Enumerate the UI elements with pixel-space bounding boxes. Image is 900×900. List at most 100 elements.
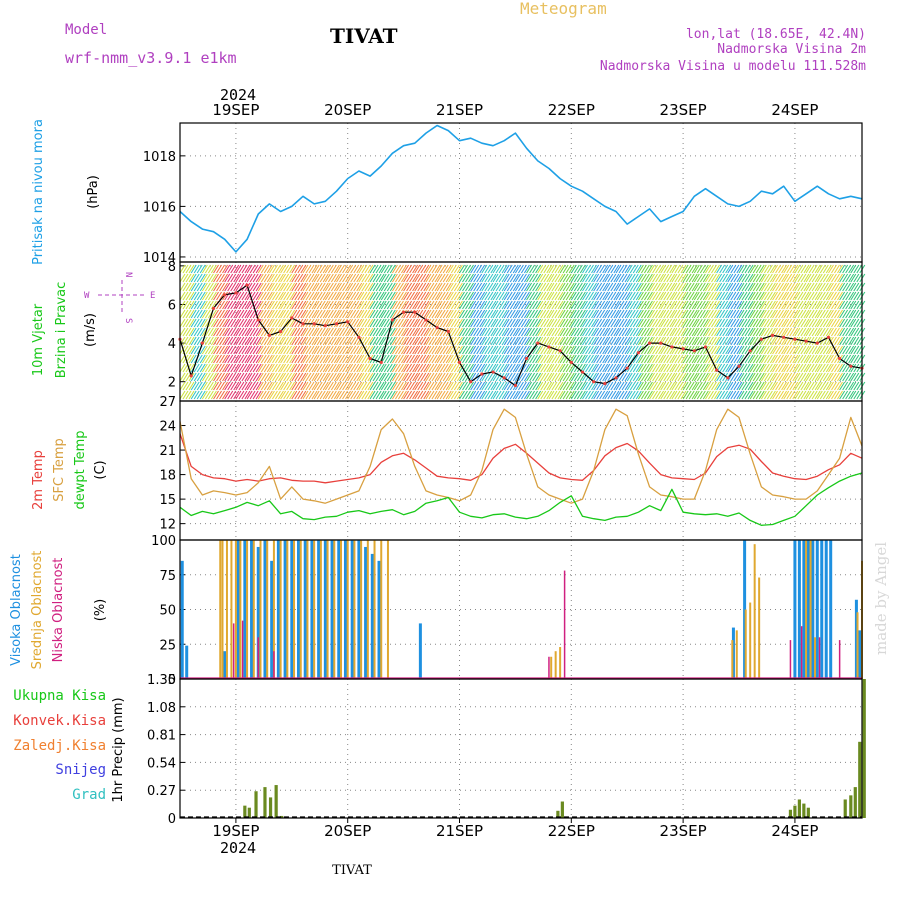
wind-barb — [199, 300, 206, 310]
wind-barb — [693, 264, 700, 274]
wind-barb — [646, 273, 653, 283]
wind-barb — [719, 309, 726, 319]
wind-barb — [509, 381, 516, 391]
wind-barb — [391, 327, 398, 337]
wind-barb — [830, 264, 837, 274]
wind-barb — [308, 336, 315, 346]
wind-barb — [755, 354, 762, 364]
wind-barb — [450, 381, 457, 391]
wind-barb — [649, 390, 656, 400]
wind-barb — [643, 390, 650, 400]
wind-barb — [204, 291, 211, 301]
wind-barb — [775, 300, 782, 310]
wind-barb — [286, 291, 293, 301]
wind-barb — [238, 300, 245, 310]
wind-barb — [655, 381, 662, 391]
wind-barb — [760, 318, 767, 328]
wind-barb — [658, 354, 665, 364]
wind-barb — [233, 336, 240, 346]
wind-barb — [364, 282, 371, 292]
wind-barb — [680, 282, 687, 292]
wind-barb — [219, 354, 226, 364]
wind-barb — [333, 390, 340, 400]
wind-barb — [238, 273, 245, 283]
wind-barb — [246, 381, 253, 391]
wind-barb — [604, 291, 611, 301]
x-tick-label-top: 22SEP — [548, 101, 595, 119]
wind-barb — [342, 273, 348, 283]
high-cloud-bar — [310, 540, 314, 679]
wind-barb — [629, 372, 636, 382]
wind-barb — [512, 309, 519, 319]
wind-barb — [850, 390, 857, 400]
wind-barb — [699, 282, 706, 292]
high-cloud-bar — [370, 553, 374, 679]
wind-barb — [540, 327, 547, 337]
wind-barb — [685, 363, 692, 373]
wind-barb — [711, 300, 717, 310]
wind-barb — [428, 282, 435, 292]
wind-barb — [727, 381, 734, 391]
wind-barb — [792, 291, 799, 301]
wind-barb — [512, 372, 519, 382]
wind-barb — [300, 291, 307, 301]
wind-barb — [763, 345, 770, 355]
wind-barb — [535, 354, 542, 364]
wind-barb — [725, 354, 732, 364]
wind-barb — [324, 372, 331, 382]
wind-speed-point — [715, 368, 719, 372]
precip-legend: Ukupna Kisa Konvek.Kisa Zaledj.Kisa Snij… — [13, 688, 126, 803]
wind-barb — [725, 363, 732, 373]
wind-barb — [669, 336, 676, 346]
wind-barb — [345, 291, 351, 301]
wind-barb — [367, 327, 374, 337]
wind-barb — [652, 390, 659, 400]
wind-barb — [487, 264, 494, 274]
wind-barb — [693, 318, 700, 328]
wind-barb — [551, 282, 558, 292]
wind-barb — [688, 372, 695, 382]
wind-barb — [719, 363, 726, 373]
wind-barb — [674, 372, 681, 382]
wind-barb — [607, 345, 614, 355]
wind-barb — [266, 309, 273, 319]
wind-barb — [621, 354, 628, 364]
wind-barb — [339, 345, 345, 355]
wind-barb — [280, 345, 287, 355]
wind-barb — [652, 354, 659, 364]
wind-barb — [442, 363, 449, 373]
wind-barb — [372, 345, 379, 355]
wind-barb — [249, 345, 256, 355]
wind-barb — [763, 363, 770, 373]
wind-barb — [300, 282, 307, 292]
wind-barb — [789, 381, 796, 391]
wind-barb — [249, 336, 256, 346]
wind-barb — [216, 300, 223, 310]
wind-barb — [535, 372, 542, 382]
wind-barb — [593, 282, 600, 292]
wind-barb — [361, 264, 368, 274]
wind-barb — [730, 282, 737, 292]
wind-barb — [442, 282, 449, 292]
wind-barb — [230, 363, 237, 373]
wind-barb — [591, 291, 597, 301]
wind-barb — [548, 336, 555, 346]
wind-barb — [850, 309, 857, 319]
wind-barb — [786, 390, 793, 400]
pressure-axis-title: Pritisak na nivou mora (hPa) — [31, 119, 101, 265]
panel-frame — [179, 400, 863, 541]
wind-barb — [523, 372, 530, 382]
wind-barb — [760, 291, 767, 301]
wind-barb — [193, 273, 200, 283]
wind-barb — [201, 309, 208, 319]
wind-barb — [246, 291, 253, 301]
wind-barb — [613, 390, 620, 400]
wind-barb — [324, 354, 331, 364]
wind-speed-point — [793, 337, 797, 341]
wind-barb — [819, 273, 826, 283]
wind-barb — [412, 336, 419, 346]
wind-barb — [339, 390, 345, 400]
wind-barb — [570, 264, 577, 274]
wind-barb — [182, 309, 189, 319]
wind-barb — [850, 300, 857, 310]
